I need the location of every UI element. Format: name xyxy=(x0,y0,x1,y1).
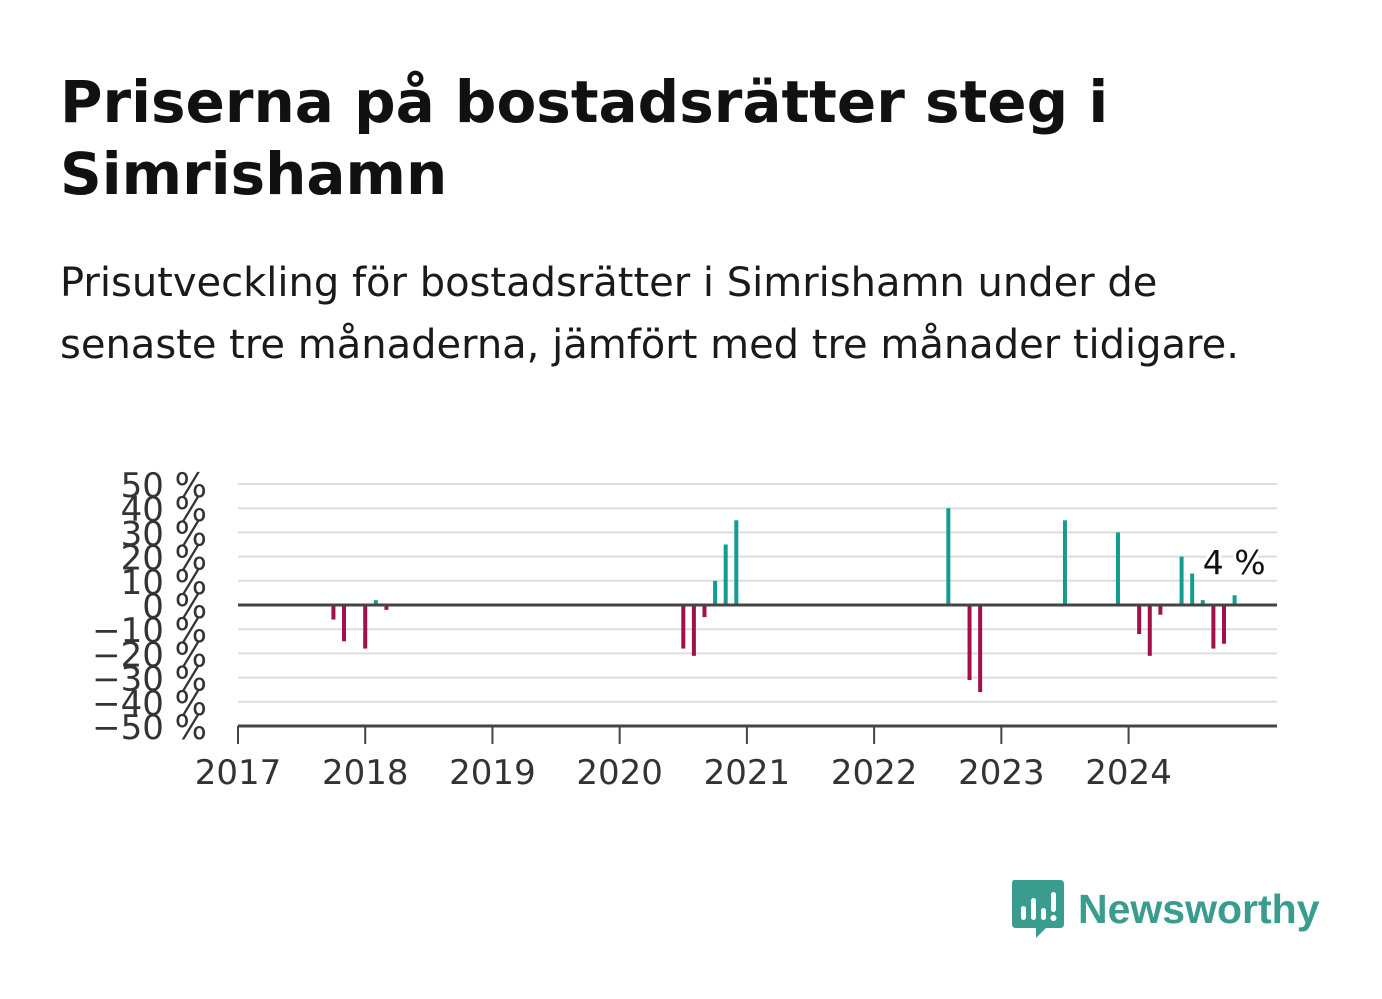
x-tick-label: 2019 xyxy=(449,753,536,793)
newsworthy-logo: Newsworthy xyxy=(1010,878,1320,940)
bar xyxy=(723,544,728,605)
x-tick-label: 2023 xyxy=(958,753,1045,793)
x-tick-label: 2021 xyxy=(704,753,791,793)
bar xyxy=(373,600,378,605)
y-tick-label: 50 % xyxy=(121,466,207,506)
y-tick-label: −30 % xyxy=(92,660,207,700)
bar xyxy=(1115,532,1120,605)
bar xyxy=(978,605,983,693)
x-tick-label: 2020 xyxy=(576,753,663,793)
bar xyxy=(1158,605,1163,615)
bar xyxy=(1137,605,1142,635)
bar xyxy=(331,605,336,620)
brand-name: Newsworthy xyxy=(1078,885,1320,932)
bar xyxy=(946,508,951,605)
y-tick-label: −10 % xyxy=(92,611,207,651)
axes xyxy=(237,603,1277,744)
newsworthy-logo-icon xyxy=(1012,880,1064,938)
bar xyxy=(681,605,686,649)
bars xyxy=(331,508,1237,693)
bar xyxy=(1190,573,1195,605)
chart-title: Priserna på bostadsrätter steg i Simrish… xyxy=(60,68,1109,208)
bar xyxy=(384,605,389,610)
tick-labels: 50 %40 %30 %20 %10 %0 %−10 %−20 %−30 %−4… xyxy=(92,466,1268,793)
grid-lines xyxy=(238,483,1277,703)
bar xyxy=(1221,605,1226,644)
bar xyxy=(702,605,707,618)
y-tick-label: 0 % xyxy=(142,587,207,627)
y-tick-label: 10 % xyxy=(121,563,207,603)
bar xyxy=(967,605,972,681)
x-tick-label: 2022 xyxy=(831,753,918,793)
y-tick-label: 20 % xyxy=(121,539,207,579)
bar xyxy=(342,605,347,642)
y-tick-label: 40 % xyxy=(121,490,207,530)
bar xyxy=(1062,520,1067,605)
chart-subtitle: Prisutveckling för bostadsrätter i Simri… xyxy=(60,260,1239,368)
x-tick-label: 2018 xyxy=(322,753,409,793)
x-tick-label: 2017 xyxy=(195,753,282,793)
bar xyxy=(1211,605,1216,649)
bar xyxy=(1200,600,1205,605)
bar xyxy=(1232,595,1237,605)
y-tick-label: 30 % xyxy=(121,514,207,554)
bar xyxy=(1147,605,1152,656)
bar xyxy=(713,580,718,605)
bar xyxy=(691,605,696,656)
bar xyxy=(1179,556,1184,605)
y-tick-label: −20 % xyxy=(92,635,207,675)
y-tick-label: −40 % xyxy=(92,684,207,724)
bar-chart: 50 %40 %30 %20 %10 %0 %−10 %−20 %−30 %−4… xyxy=(92,466,1277,793)
y-tick-label: −50 % xyxy=(92,708,207,748)
value-annotation: 4 % xyxy=(1203,543,1266,582)
bar xyxy=(363,605,368,649)
bar xyxy=(734,520,739,605)
x-tick-label: 2024 xyxy=(1085,753,1172,793)
